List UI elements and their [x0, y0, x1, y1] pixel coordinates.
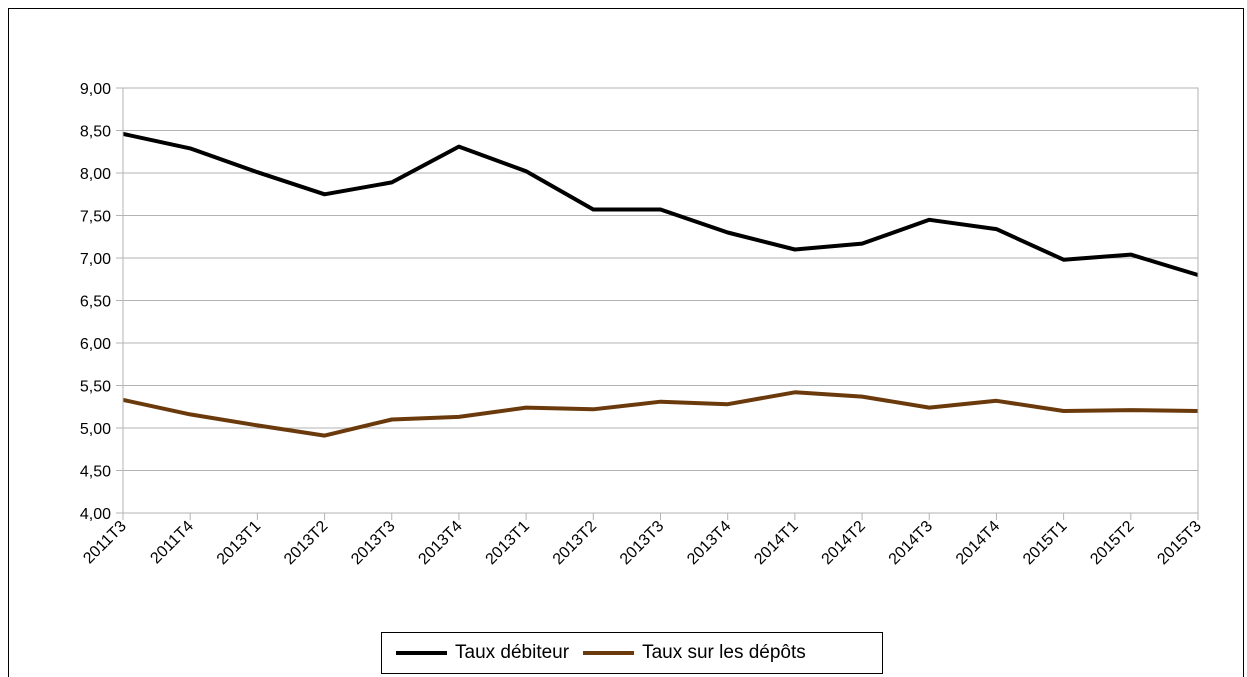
legend-swatch-taux-debiteur: [396, 651, 447, 655]
y-tick-label: 4,00: [80, 506, 111, 523]
y-tick-label: 6,00: [80, 336, 111, 353]
series-line-1: [122, 390, 1199, 438]
x-tick-label: 2011T4: [147, 518, 197, 568]
x-tick-label: 2013T2: [550, 518, 600, 568]
x-tick-label: 2015T3: [1154, 518, 1204, 568]
y-tick-label: 9,00: [80, 81, 111, 98]
grid-lines: [123, 87, 1198, 514]
x-tick-label: 2015T1: [1020, 518, 1070, 568]
series-line-0: [122, 131, 1199, 277]
y-tick-label: 6,50: [80, 294, 111, 311]
y-tick-label: 7,00: [80, 251, 111, 268]
x-tick-label: 2013T1: [214, 518, 264, 568]
y-tick-label: 8,00: [80, 166, 111, 183]
x-tick-label: 2013T4: [684, 518, 734, 568]
x-axis-ticks: 2011T3 2011T4 2013T1 2013T2 2013T3 2013T4 2013…: [80, 513, 1205, 568]
legend: Taux débiteur Taux sur les dépôts: [381, 632, 883, 674]
legend-swatch-taux-depots: [583, 651, 635, 655]
x-tick-label: 2013T3: [617, 518, 667, 568]
x-tick-label: 2013T4: [415, 518, 465, 568]
y-tick-label: 7,50: [80, 209, 111, 226]
y-tick-label: 5,00: [80, 421, 111, 438]
x-tick-label: 2015T2: [1087, 518, 1137, 568]
x-tick-label: 2014T2: [818, 518, 868, 568]
x-tick-label: 2014T3: [886, 518, 936, 568]
legend-label-taux-debiteur: Taux débiteur: [455, 642, 570, 663]
y-tick-label: 4,50: [80, 464, 111, 481]
x-tick-label: 2011T3: [80, 518, 130, 568]
series-lines: [122, 131, 1199, 438]
y-tick-label: 8,50: [80, 124, 111, 141]
legend-item-taux-debiteur: Taux débiteur: [382, 642, 569, 664]
legend-item-taux-depots: Taux sur les dépôts: [569, 642, 806, 664]
x-tick-label: 2014T1: [751, 518, 801, 568]
legend-label-taux-depots: Taux sur les dépôts: [642, 642, 806, 663]
x-tick-label: 2013T2: [281, 518, 331, 568]
plot-area-border: [122, 87, 1199, 514]
x-tick-label: 2013T3: [348, 518, 398, 568]
x-tick-label: 2013T1: [483, 518, 533, 568]
x-tick-label: 2014T4: [953, 518, 1003, 568]
y-axis-ticks: 4,00 4,50 5,00 5,50 6,00 6,50 7,00 7,50 8,00 8,50…: [80, 81, 123, 523]
y-tick-label: 5,50: [80, 379, 111, 396]
chart-frame: [8, 8, 1244, 677]
